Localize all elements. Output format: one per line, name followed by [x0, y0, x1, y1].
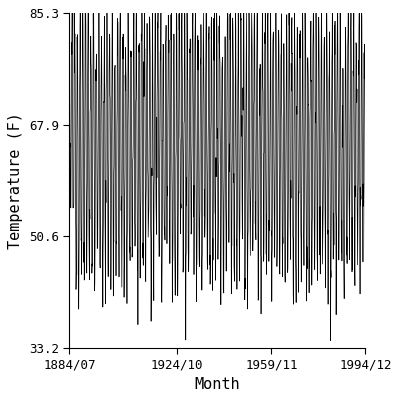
X-axis label: Month: Month: [194, 377, 240, 392]
Y-axis label: Temperature (F): Temperature (F): [8, 112, 23, 249]
